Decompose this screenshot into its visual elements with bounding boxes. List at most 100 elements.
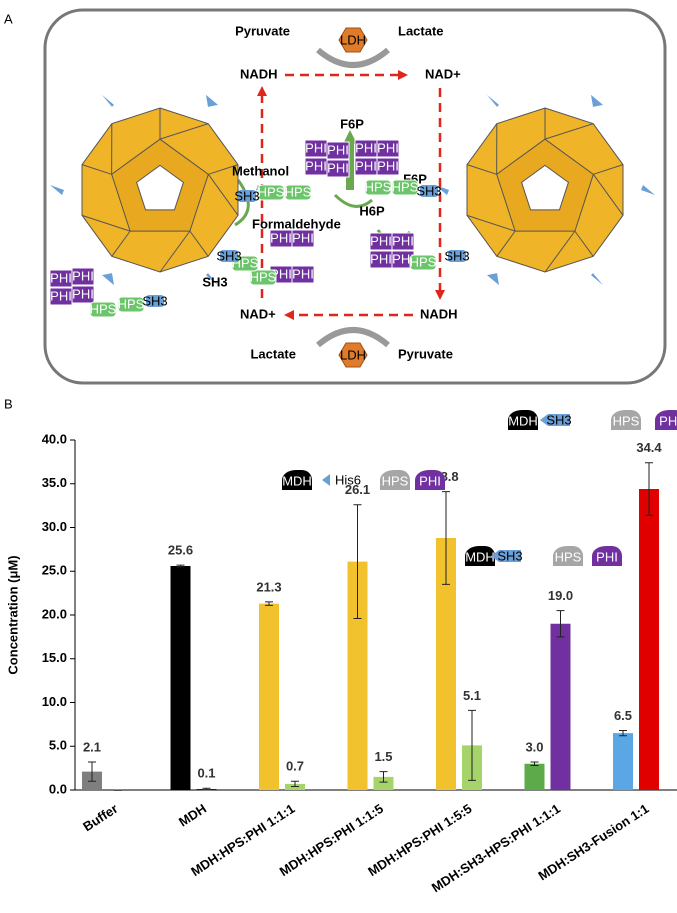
domain-label: PHI <box>419 473 441 488</box>
bar <box>524 763 545 790</box>
diagram-label: F6P <box>340 116 364 131</box>
phi-block <box>291 229 315 248</box>
hps-block <box>284 184 312 201</box>
tag <box>206 273 218 286</box>
domain <box>282 470 312 490</box>
value-label: 5.1 <box>463 688 481 703</box>
domain-label: MDH <box>282 473 312 488</box>
diagram-label: NAD+ <box>425 66 461 81</box>
y-tick-label: 15.0 <box>42 650 67 665</box>
domain <box>553 546 583 566</box>
phi-label: PHI <box>305 158 327 173</box>
phi-label: PHI <box>50 270 72 285</box>
hps-label: HPS <box>410 254 437 269</box>
tag <box>50 185 64 195</box>
cage-edge <box>592 173 624 216</box>
hps-block <box>257 184 285 201</box>
nadh-cycle <box>260 73 442 317</box>
y-tick-label: 40.0 <box>42 431 67 446</box>
value-label: 0.1 <box>197 766 215 781</box>
sh3-block <box>448 250 466 262</box>
domain <box>415 470 445 490</box>
hps-block <box>409 254 437 271</box>
y-tick-label: 30.0 <box>42 519 67 534</box>
tag <box>206 94 218 107</box>
cage-edge <box>159 230 191 273</box>
phi-label: PHI <box>370 251 392 266</box>
domain-label: PHI <box>659 413 677 428</box>
ldh-enzyme <box>338 342 368 368</box>
arrowheads <box>257 70 445 320</box>
error-bar <box>530 761 539 766</box>
bar <box>373 776 394 790</box>
cage-pore <box>136 164 184 211</box>
error-bar <box>379 771 388 783</box>
y-tick-label: 20.0 <box>42 606 67 621</box>
domain <box>655 410 677 430</box>
error-bar <box>202 787 211 791</box>
tag <box>102 273 114 286</box>
tag <box>487 94 499 107</box>
domain-label: MDH <box>508 413 538 428</box>
y-tick-label: 35.0 <box>42 475 67 490</box>
cage-edge <box>466 214 516 232</box>
ldh-enzyme <box>338 27 368 53</box>
hps-label: HPS <box>365 179 392 194</box>
sh3-label: SH3 <box>416 183 441 198</box>
phi-block <box>391 232 415 251</box>
tag <box>591 273 603 286</box>
hps-label: HPS <box>258 184 285 199</box>
ldh-arrows <box>316 47 390 348</box>
diagram-label: Formaldehyde <box>252 216 341 231</box>
error-bar <box>556 610 565 638</box>
sh3-label: SH3 <box>142 293 167 308</box>
phi-label: PHI <box>50 288 72 303</box>
panel-label: B <box>4 396 13 411</box>
linker-label: His6 <box>335 472 361 487</box>
value-label: 6.5 <box>614 708 632 723</box>
diagram-label: Pyruvate <box>235 23 290 38</box>
hps-block <box>364 179 392 196</box>
cage-edge <box>81 214 131 232</box>
hps-label: HPS <box>232 255 259 270</box>
phi-block <box>376 139 400 158</box>
error-bar <box>645 462 653 516</box>
error-bar <box>468 709 476 781</box>
y-axis-label: Concentration (μM) <box>5 555 20 674</box>
error-bar <box>265 601 273 606</box>
error-bar <box>353 504 362 619</box>
hps-block <box>391 179 419 196</box>
hps-block <box>231 255 259 272</box>
cage-edge <box>208 164 239 175</box>
phi-label: PHI <box>327 160 349 175</box>
phi-label: PHI <box>327 142 349 157</box>
phi-label: PHI <box>392 251 414 266</box>
tag <box>540 414 548 426</box>
phi-label: PHI <box>292 266 314 281</box>
bar <box>639 489 659 790</box>
x-tick-label: MDH <box>176 801 209 830</box>
hps-block <box>249 269 277 286</box>
panel-label: A <box>4 11 13 26</box>
error-bar <box>619 730 627 737</box>
domain-label: PHI <box>596 549 618 564</box>
phi-block <box>376 157 400 176</box>
domain <box>592 546 622 566</box>
diagram-label: Lactate <box>250 346 296 361</box>
cell-outline <box>43 8 667 385</box>
diagram-label: Lactate <box>398 23 444 38</box>
cage-edge <box>574 230 594 257</box>
cage-edge <box>159 123 209 140</box>
phi-block <box>71 267 95 286</box>
sh3-label: SH3 <box>234 188 259 203</box>
phi-label: PHI <box>355 158 377 173</box>
tag <box>102 94 114 107</box>
cage-edge <box>81 164 112 175</box>
y-tick-label: 10.0 <box>42 694 67 709</box>
cage-pore <box>521 164 569 211</box>
domain-label: HPS <box>555 549 582 564</box>
cage-edge <box>111 230 131 257</box>
value-label: 34.4 <box>636 440 662 455</box>
phi-block <box>326 141 350 160</box>
value-label: 1.5 <box>374 749 392 764</box>
